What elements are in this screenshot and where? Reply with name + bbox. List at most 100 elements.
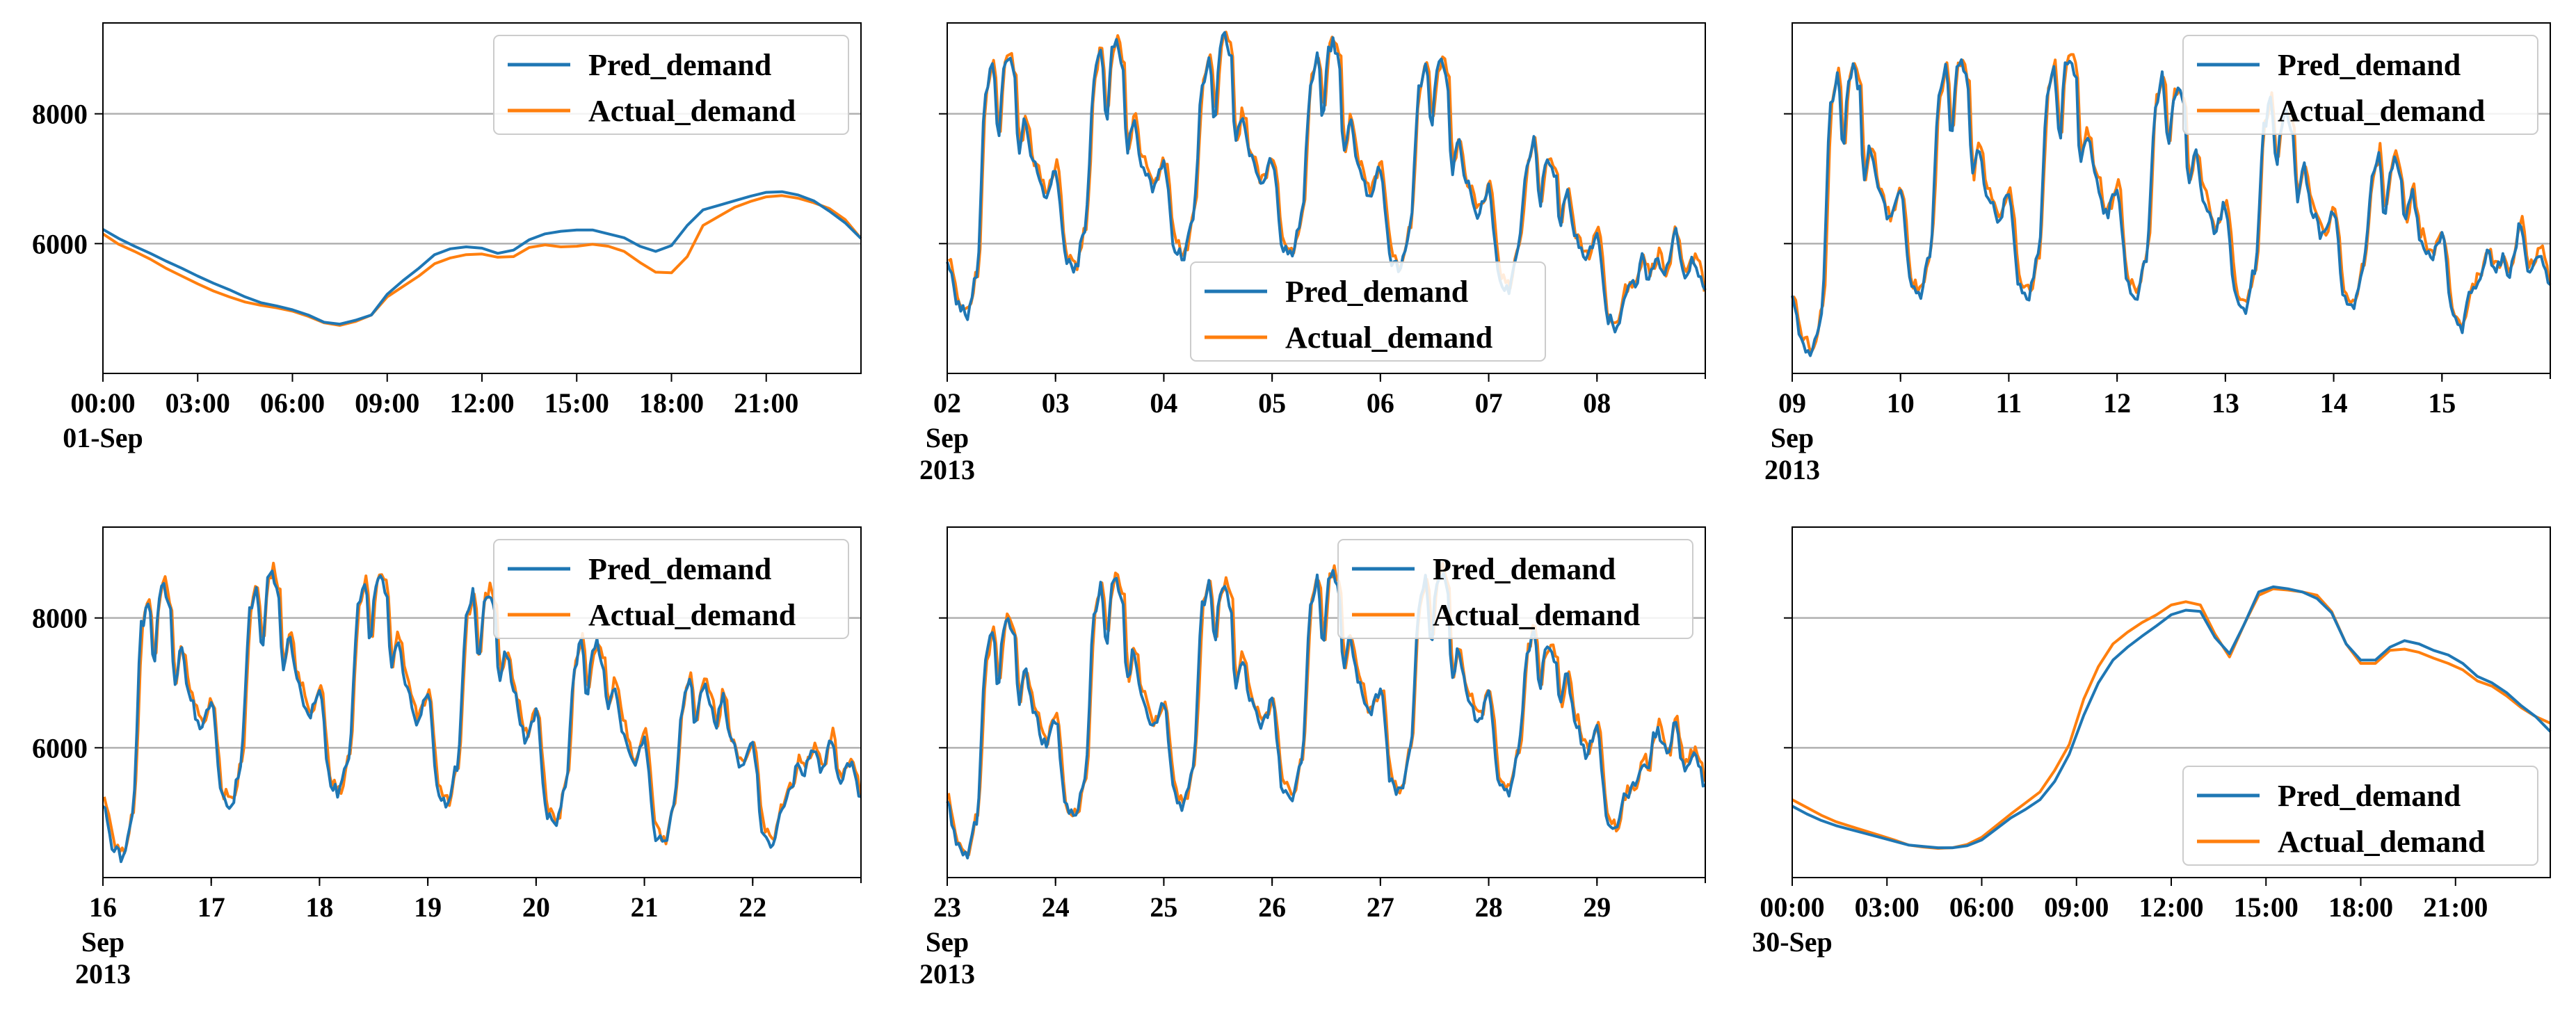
x-tick-label: 14 — [2320, 387, 2348, 419]
x-tick-label: 03 — [1042, 387, 1070, 419]
x-tick-label: 12:00 — [2139, 891, 2203, 923]
x-tick-label: 27 — [1367, 891, 1394, 923]
legend-actual-label: Actual_demand — [2278, 94, 2485, 128]
x-tick-label: 13 — [2212, 387, 2239, 419]
axes-frame — [102, 526, 862, 878]
x-tick-label: 07 — [1475, 387, 1503, 419]
legend-pred-label: Pred_demand — [588, 48, 771, 82]
actual-demand-line — [102, 194, 862, 327]
x-tick-label: 18 — [305, 891, 333, 923]
legend-actual-label: Actual_demand — [588, 598, 796, 632]
x-tick-label: 09:00 — [2044, 891, 2109, 923]
x-tick-label: 15 — [2428, 387, 2456, 419]
x-tick-label: 12:00 — [449, 387, 514, 419]
x-tick-label: 00:00 — [70, 387, 135, 419]
x-tick-label: 16 — [89, 891, 117, 923]
legend: Pred_demand Actual_demand — [1337, 539, 1693, 639]
x-tick-yearlabel: 2013 — [919, 454, 975, 485]
legend-actual-label: Actual_demand — [1285, 321, 1492, 355]
x-tick-label: 09:00 — [355, 387, 419, 419]
x-tick-label: 11 — [1996, 387, 2022, 419]
y-tick-label: 8000 — [32, 99, 88, 130]
x-tick-label: 19 — [414, 891, 442, 923]
pred-demand-line — [102, 570, 862, 864]
x-tick-sublabel: Sep — [926, 926, 969, 958]
x-tick-label: 04 — [1150, 387, 1177, 419]
pred-demand-line — [102, 190, 862, 326]
legend-actual-label: Actual_demand — [588, 94, 796, 128]
pred-demand-line — [946, 569, 1706, 859]
x-tick-sublabel: Sep — [81, 926, 124, 958]
x-tick-label: 21 — [631, 891, 659, 923]
x-tick-label: 23 — [933, 891, 961, 923]
x-tick-label: 06:00 — [260, 387, 325, 419]
legend: Pred_demand Actual_demand — [493, 539, 849, 639]
y-tick-label: 6000 — [32, 228, 88, 259]
legend-box — [1190, 261, 1546, 362]
legend-box — [493, 539, 849, 639]
legend-box — [2182, 766, 2538, 866]
legend-pred-label: Pred_demand — [1285, 275, 1468, 309]
x-tick-yearlabel: 2013 — [1764, 454, 1820, 485]
pred-demand-line — [1792, 585, 2552, 850]
x-tick-label: 17 — [198, 891, 225, 923]
axes-frame — [947, 22, 1706, 374]
x-tick-sublabel: 01-Sep — [63, 422, 143, 453]
x-tick-label: 25 — [1150, 891, 1177, 923]
legend-box — [493, 35, 849, 135]
legend-actual-label: Actual_demand — [2278, 825, 2485, 859]
x-tick-label: 03:00 — [166, 387, 230, 419]
x-tick-label: 05 — [1258, 387, 1286, 419]
legend: Pred_demand Actual_demand — [2182, 766, 2538, 866]
legend-pred-label: Pred_demand — [2278, 779, 2461, 813]
legend-actual-label: Actual_demand — [1433, 598, 1640, 632]
x-tick-label: 18:00 — [2328, 891, 2393, 923]
x-tick-label: 03:00 — [1855, 891, 1919, 923]
pred-demand-line — [1791, 58, 2552, 357]
x-tick-label: 12 — [2103, 387, 2131, 419]
x-tick-label: 00:00 — [1760, 891, 1824, 923]
x-tick-label: 28 — [1475, 891, 1503, 923]
x-tick-sublabel: Sep — [926, 422, 969, 453]
legend: Pred_demand Actual_demand — [2182, 35, 2538, 135]
legend-box — [1337, 539, 1693, 639]
axes-frame — [947, 526, 1706, 878]
x-tick-yearlabel: 2013 — [919, 958, 975, 990]
x-tick-yearlabel: 2013 — [75, 958, 131, 990]
x-tick-label: 21:00 — [734, 387, 798, 419]
x-tick-label: 06 — [1367, 387, 1394, 419]
x-tick-label: 21:00 — [2423, 891, 2488, 923]
y-tick-label: 6000 — [32, 732, 88, 764]
legend: Pred_demand Actual_demand — [493, 35, 849, 135]
x-tick-label: 15:00 — [545, 387, 609, 419]
axes-frame — [1792, 22, 2551, 374]
x-tick-sublabel: 30-Sep — [1752, 926, 1833, 958]
x-tick-label: 10 — [1887, 387, 1915, 419]
x-tick-label: 06:00 — [1949, 891, 2014, 923]
x-tick-label: 29 — [1583, 891, 1611, 923]
x-tick-label: 02 — [933, 387, 961, 419]
x-tick-sublabel: Sep — [1771, 422, 1814, 453]
legend-pred-label: Pred_demand — [2278, 48, 2461, 82]
x-tick-label: 26 — [1258, 891, 1286, 923]
legend-box — [2182, 35, 2538, 135]
legend-pred-label: Pred_demand — [588, 552, 771, 586]
y-tick-label: 8000 — [32, 603, 88, 634]
legend: Pred_demand Actual_demand — [1190, 261, 1546, 362]
x-tick-label: 09 — [1778, 387, 1806, 419]
x-tick-label: 20 — [522, 891, 550, 923]
x-tick-label: 24 — [1042, 891, 1070, 923]
x-tick-label: 15:00 — [2234, 891, 2299, 923]
x-tick-label: 22 — [739, 891, 766, 923]
legend-pred-label: Pred_demand — [1433, 552, 1616, 586]
x-tick-label: 08 — [1583, 387, 1611, 419]
x-tick-label: 18:00 — [639, 387, 704, 419]
pred-demand-line — [946, 31, 1707, 334]
